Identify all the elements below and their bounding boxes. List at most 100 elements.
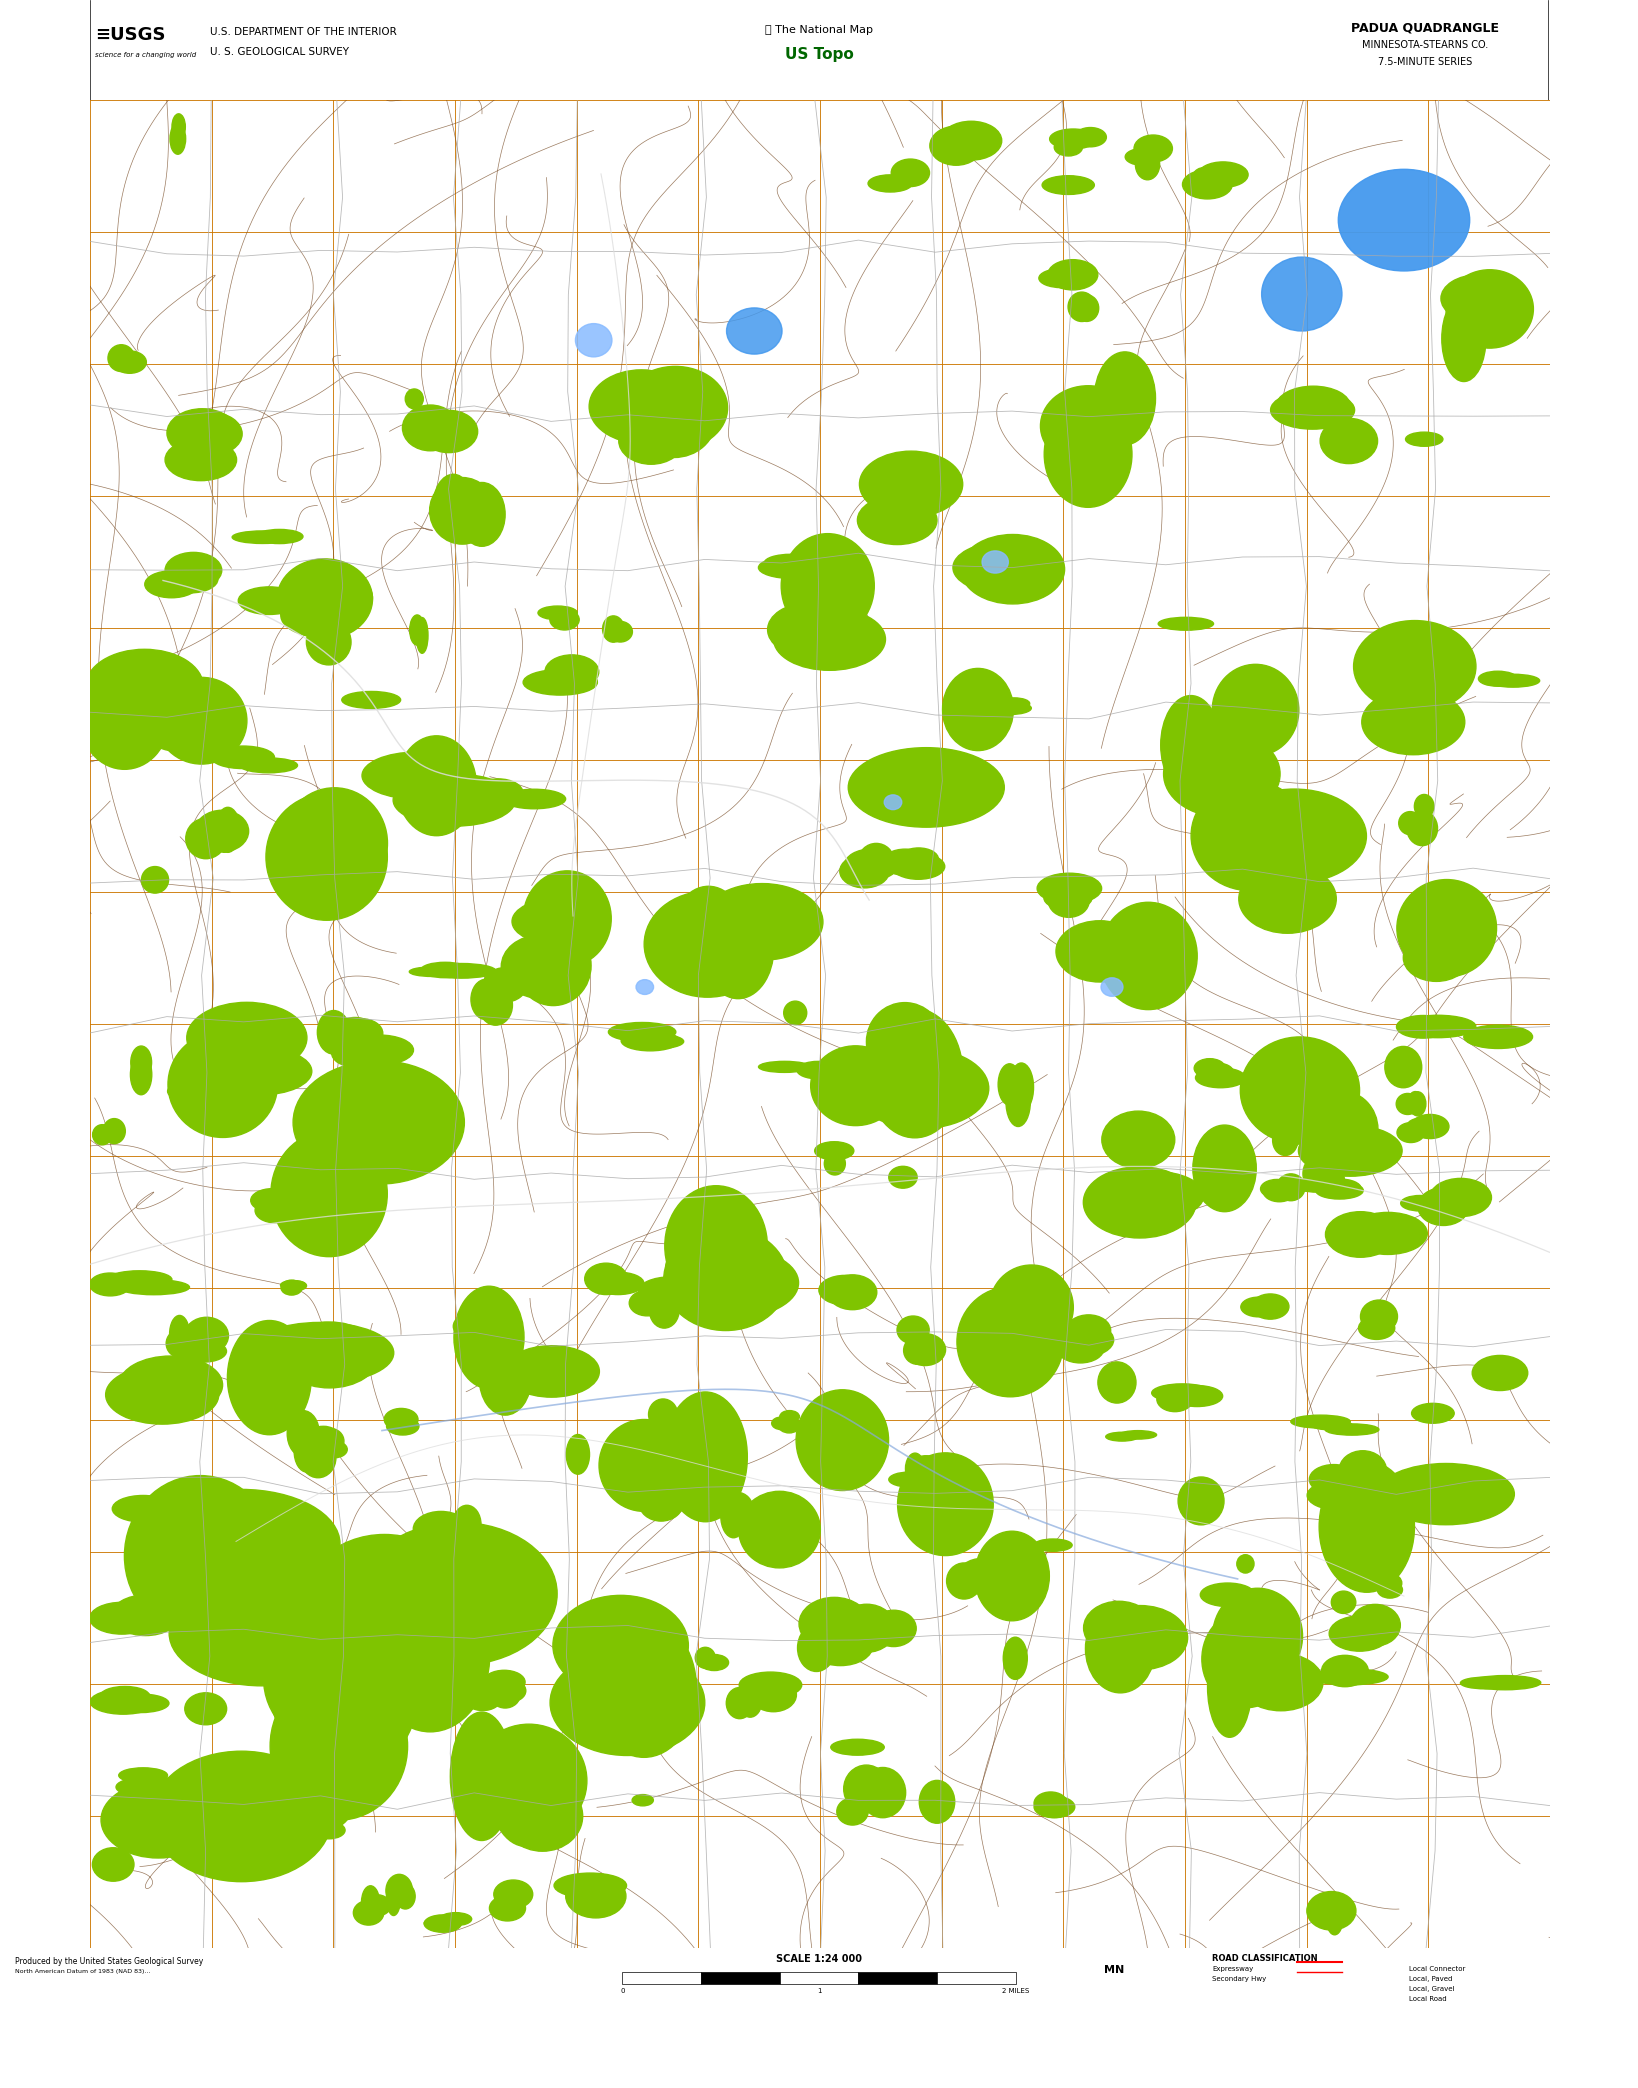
Ellipse shape xyxy=(1407,1092,1423,1115)
Ellipse shape xyxy=(478,986,513,1025)
Ellipse shape xyxy=(169,1581,355,1685)
Ellipse shape xyxy=(264,1612,393,1746)
Ellipse shape xyxy=(270,1672,408,1821)
Ellipse shape xyxy=(224,814,246,844)
Ellipse shape xyxy=(1410,1092,1425,1115)
Ellipse shape xyxy=(108,345,134,372)
Ellipse shape xyxy=(1237,1556,1255,1572)
Ellipse shape xyxy=(337,1647,385,1672)
Ellipse shape xyxy=(410,967,455,977)
Ellipse shape xyxy=(282,1280,301,1295)
Ellipse shape xyxy=(842,1441,873,1462)
Ellipse shape xyxy=(359,1656,418,1683)
Ellipse shape xyxy=(277,560,372,639)
Ellipse shape xyxy=(1238,1654,1324,1710)
Ellipse shape xyxy=(1034,1539,1073,1551)
Ellipse shape xyxy=(1207,1637,1251,1737)
Ellipse shape xyxy=(898,1315,929,1345)
Ellipse shape xyxy=(667,1228,760,1322)
Bar xyxy=(937,1971,1016,1984)
Ellipse shape xyxy=(1171,1386,1222,1407)
Ellipse shape xyxy=(405,388,423,409)
Ellipse shape xyxy=(1237,841,1265,862)
Ellipse shape xyxy=(393,775,516,827)
Ellipse shape xyxy=(891,159,929,186)
Ellipse shape xyxy=(858,844,894,877)
Ellipse shape xyxy=(1152,1384,1214,1401)
Ellipse shape xyxy=(387,1881,400,1915)
Ellipse shape xyxy=(387,1875,413,1906)
Ellipse shape xyxy=(904,1334,945,1366)
Ellipse shape xyxy=(1240,844,1268,856)
Ellipse shape xyxy=(824,1447,840,1474)
Ellipse shape xyxy=(750,1679,796,1712)
Text: Local, Gravel: Local, Gravel xyxy=(1409,1986,1455,1992)
Ellipse shape xyxy=(1197,163,1248,188)
Ellipse shape xyxy=(429,478,495,545)
Ellipse shape xyxy=(1066,1315,1111,1347)
Ellipse shape xyxy=(410,616,424,645)
Ellipse shape xyxy=(1378,1574,1400,1589)
Ellipse shape xyxy=(287,1766,339,1804)
Ellipse shape xyxy=(210,1810,256,1837)
Ellipse shape xyxy=(1473,1355,1528,1391)
Ellipse shape xyxy=(1042,175,1094,194)
Ellipse shape xyxy=(575,324,613,357)
Ellipse shape xyxy=(172,115,185,140)
Ellipse shape xyxy=(306,620,351,664)
Ellipse shape xyxy=(1256,1654,1281,1693)
Ellipse shape xyxy=(256,1804,288,1823)
Ellipse shape xyxy=(334,1620,418,1758)
Ellipse shape xyxy=(208,1048,311,1094)
Ellipse shape xyxy=(238,587,300,614)
Ellipse shape xyxy=(326,1128,375,1161)
Ellipse shape xyxy=(239,758,298,773)
Ellipse shape xyxy=(739,1685,762,1716)
Ellipse shape xyxy=(1034,1796,1075,1819)
Ellipse shape xyxy=(837,1798,868,1825)
Ellipse shape xyxy=(739,1491,821,1568)
Ellipse shape xyxy=(395,1883,414,1908)
Ellipse shape xyxy=(1396,1094,1419,1115)
Ellipse shape xyxy=(826,1437,848,1466)
Ellipse shape xyxy=(1338,169,1469,271)
Ellipse shape xyxy=(1230,846,1271,869)
Ellipse shape xyxy=(537,606,577,620)
Text: 0: 0 xyxy=(621,1988,624,1994)
Ellipse shape xyxy=(629,1290,665,1315)
Ellipse shape xyxy=(567,1434,590,1474)
Ellipse shape xyxy=(156,677,247,764)
Ellipse shape xyxy=(663,1393,747,1522)
Ellipse shape xyxy=(1048,259,1097,290)
Ellipse shape xyxy=(591,1618,696,1758)
Ellipse shape xyxy=(144,570,198,597)
Ellipse shape xyxy=(1084,1601,1155,1654)
Ellipse shape xyxy=(295,1535,473,1702)
Ellipse shape xyxy=(234,1802,260,1819)
Ellipse shape xyxy=(187,1322,205,1349)
Ellipse shape xyxy=(1075,294,1099,322)
Ellipse shape xyxy=(1097,1361,1137,1403)
Ellipse shape xyxy=(170,123,185,155)
Ellipse shape xyxy=(1338,1451,1386,1491)
Ellipse shape xyxy=(242,532,285,541)
Ellipse shape xyxy=(1315,1182,1363,1199)
Ellipse shape xyxy=(663,1228,788,1330)
Ellipse shape xyxy=(454,1286,524,1389)
Text: Secondary Hwy: Secondary Hwy xyxy=(1212,1975,1266,1982)
Ellipse shape xyxy=(341,1128,393,1165)
Ellipse shape xyxy=(919,1781,955,1823)
Ellipse shape xyxy=(106,1272,172,1288)
Ellipse shape xyxy=(545,656,600,689)
Ellipse shape xyxy=(853,1048,989,1128)
Ellipse shape xyxy=(282,1280,306,1290)
Ellipse shape xyxy=(619,1453,649,1485)
Ellipse shape xyxy=(1057,1332,1104,1363)
Ellipse shape xyxy=(1310,1668,1387,1685)
Ellipse shape xyxy=(778,1418,799,1432)
Ellipse shape xyxy=(403,405,459,451)
Ellipse shape xyxy=(1276,386,1350,426)
Ellipse shape xyxy=(362,1885,380,1919)
Text: U.S. DEPARTMENT OF THE INTERIOR: U.S. DEPARTMENT OF THE INTERIOR xyxy=(210,27,396,38)
Ellipse shape xyxy=(1319,1462,1415,1593)
